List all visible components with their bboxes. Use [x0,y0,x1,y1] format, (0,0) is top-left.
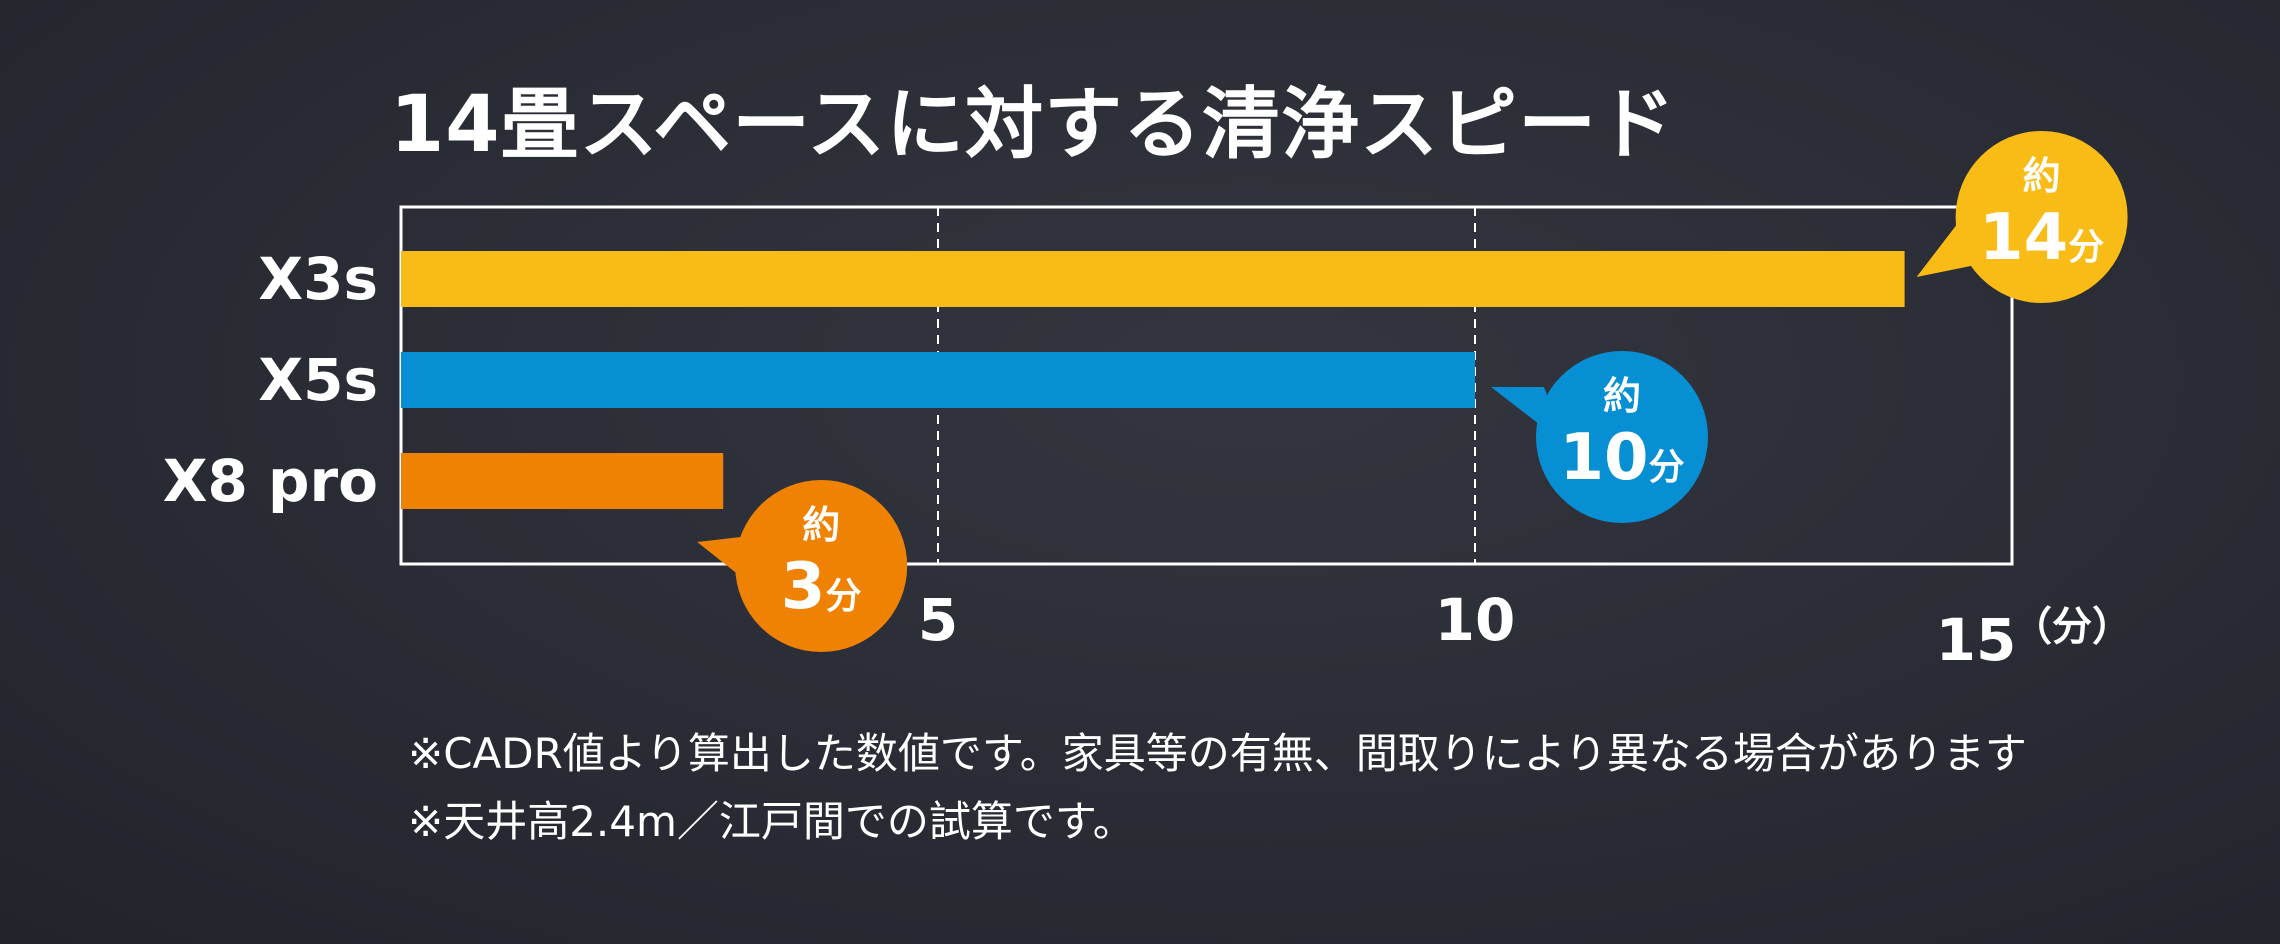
callout-circle [1955,131,2128,303]
bar-x8-pro [401,453,724,509]
x-tick-label: 5 [918,586,958,654]
x-tick-label: 10 [1435,586,1516,654]
category-label: X8 pro [163,447,378,515]
callout-value: 3分 [781,550,862,624]
callout-value: 14分 [1979,201,2104,275]
bar-x5s [401,352,1475,408]
callout-value: 10分 [1559,421,1684,495]
callout-prefix: 約 [1603,374,1641,418]
footnote-cadr: ※CADR値より算出した数値です。家具等の有無、間取りにより異なる場合があります [408,729,2027,778]
x-axis-unit: （分） [2012,604,2132,650]
category-label: X3s [258,245,378,313]
callout-circle [735,480,908,652]
callout-prefix: 約 [802,503,840,547]
callout-3: 約3分 [697,480,908,652]
callout-prefix: 約 [2023,154,2061,198]
chart-title: 14畳スペースに対する清浄スピード [390,80,1677,170]
category-label: X5s [258,346,378,414]
bar-x3s [401,251,1905,307]
x-tick-label: 15 [1936,606,2017,674]
footnote-ceiling: ※天井高2.4m／江戸間での試算です。 [408,797,1135,846]
callout-circle [1536,351,1708,523]
